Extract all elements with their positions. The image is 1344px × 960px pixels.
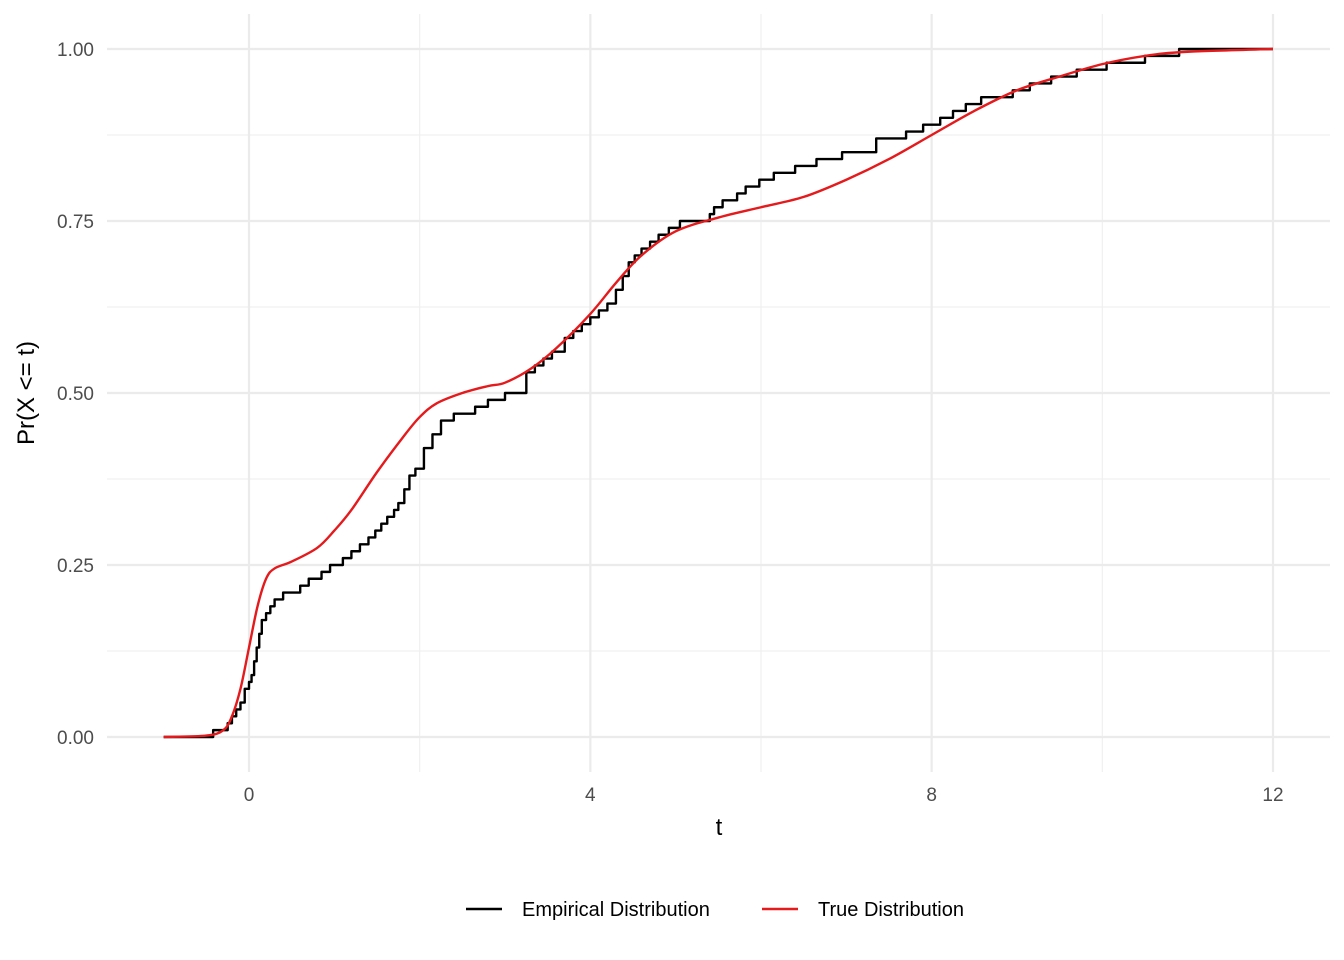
grid-major bbox=[107, 14, 1330, 772]
legend-label-empirical: Empirical Distribution bbox=[522, 899, 710, 921]
x-tick-label: 0 bbox=[244, 785, 255, 806]
x-tick-labels: 0 4 8 12 bbox=[244, 785, 1284, 806]
x-axis-title: t bbox=[716, 814, 723, 841]
y-tick-label: 1.00 bbox=[57, 40, 94, 61]
y-tick-labels: 0.00 0.25 0.50 0.75 1.00 bbox=[57, 40, 94, 749]
series-line-true bbox=[163, 47, 1274, 739]
grid-minor bbox=[107, 14, 1330, 772]
series-layer bbox=[163, 47, 1274, 739]
y-axis-title: Pr(X <= t) bbox=[13, 341, 40, 445]
y-tick-label: 0.00 bbox=[57, 728, 94, 749]
y-tick-label: 0.75 bbox=[57, 212, 94, 233]
x-tick-label: 12 bbox=[1262, 785, 1283, 806]
y-tick-label: 0.50 bbox=[57, 384, 94, 405]
x-tick-label: 8 bbox=[926, 785, 937, 806]
legend-label-true: True Distribution bbox=[818, 899, 964, 921]
x-tick-label: 4 bbox=[585, 785, 596, 806]
y-tick-label: 0.25 bbox=[57, 556, 94, 577]
legend: Empirical Distribution True Distribution bbox=[466, 899, 964, 921]
